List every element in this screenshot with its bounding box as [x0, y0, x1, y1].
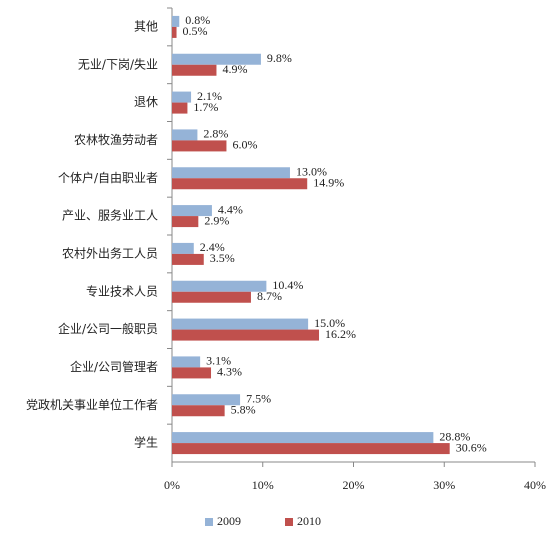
y-tick-label: 其他 — [134, 19, 158, 33]
value-label: 2.8% — [203, 127, 228, 141]
value-label: 5.8% — [231, 403, 256, 417]
bar — [172, 91, 192, 103]
value-label: 8.7% — [257, 289, 282, 303]
x-tick-label: 30% — [433, 478, 455, 492]
x-tick-label: 10% — [252, 478, 274, 492]
y-tick-label: 学生 — [134, 435, 158, 450]
bar — [172, 356, 201, 368]
value-label: 9.8% — [267, 51, 292, 65]
value-label: 13.0% — [296, 165, 327, 179]
bar — [172, 318, 309, 330]
value-label: 28.8% — [439, 429, 470, 443]
x-tick-label: 40% — [524, 478, 546, 492]
legend-label: 2010 — [297, 514, 321, 528]
value-label: 15.0% — [314, 316, 345, 330]
value-label: 14.9% — [313, 176, 344, 190]
bar — [172, 280, 267, 292]
bar — [172, 432, 434, 444]
legend-swatch — [205, 518, 213, 526]
bar — [172, 140, 227, 152]
value-label: 3.1% — [206, 354, 231, 368]
bar — [172, 216, 199, 228]
value-label: 1.7% — [193, 100, 218, 114]
bar — [172, 15, 180, 27]
y-tick-label: 企业/公司一般职员 — [58, 321, 158, 336]
bar — [172, 205, 212, 217]
bar — [172, 329, 320, 341]
bar — [172, 367, 212, 379]
value-label: 30.6% — [456, 440, 487, 454]
value-label: 6.0% — [232, 138, 257, 152]
bar — [172, 102, 188, 114]
bar — [172, 291, 251, 303]
value-label: 2.4% — [200, 240, 225, 254]
bar — [172, 178, 308, 190]
y-tick-label: 企业/公司管理者 — [70, 359, 158, 374]
value-label: 16.2% — [325, 327, 356, 341]
legend-label: 2009 — [217, 514, 241, 528]
y-tick-label: 退休 — [134, 95, 158, 109]
bar — [172, 242, 194, 254]
value-label: 0.5% — [183, 24, 208, 38]
y-tick-label: 专业技术人员 — [86, 283, 158, 298]
value-label: 10.4% — [272, 278, 303, 292]
value-label: 4.9% — [222, 62, 247, 76]
value-label: 7.5% — [246, 392, 271, 406]
value-label: 3.5% — [210, 251, 235, 265]
value-label: 0.8% — [185, 13, 210, 27]
y-tick-label: 农村外出务工人员 — [62, 245, 158, 260]
bar — [172, 405, 225, 417]
value-label: 2.9% — [204, 213, 229, 227]
y-tick-label: 产业、服务业工人 — [62, 208, 158, 223]
value-label: 2.1% — [197, 89, 222, 103]
x-tick-label: 0% — [164, 478, 180, 492]
y-tick-label: 无业/下岗/失业 — [78, 56, 158, 71]
bar — [172, 443, 450, 455]
value-label: 4.3% — [217, 365, 242, 379]
bar — [172, 253, 204, 265]
bar — [172, 64, 217, 76]
bar — [172, 53, 261, 65]
bar — [172, 394, 241, 406]
bar — [172, 129, 198, 141]
y-tick-label: 党政机关事业单位工作者 — [26, 397, 158, 412]
legend-swatch — [285, 518, 293, 526]
x-tick-label: 20% — [343, 478, 365, 492]
bar — [172, 26, 177, 38]
bar — [172, 167, 290, 179]
value-label: 4.4% — [218, 202, 243, 216]
y-tick-label: 个体户/自由职业者 — [58, 170, 158, 185]
y-tick-label: 农林牧渔劳动者 — [74, 133, 158, 147]
